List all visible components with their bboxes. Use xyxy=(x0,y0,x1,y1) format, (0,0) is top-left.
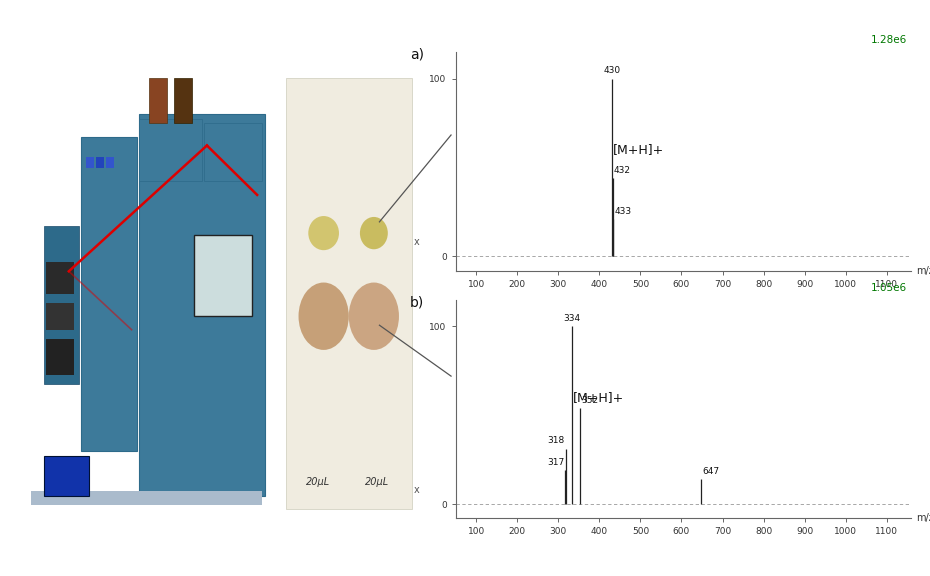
Text: [M+H]+: [M+H]+ xyxy=(573,391,624,404)
Bar xyxy=(31,491,262,505)
Text: x: x xyxy=(414,485,419,495)
Bar xyxy=(149,78,166,123)
Text: 317: 317 xyxy=(547,458,565,467)
Bar xyxy=(46,303,73,329)
Text: m/z: m/z xyxy=(916,513,930,524)
Ellipse shape xyxy=(308,216,339,250)
Bar xyxy=(140,114,265,496)
Text: 352: 352 xyxy=(581,396,598,404)
Ellipse shape xyxy=(349,283,399,350)
Ellipse shape xyxy=(299,283,349,350)
Text: 647: 647 xyxy=(702,467,719,476)
Bar xyxy=(44,226,79,384)
Text: [M+H]+: [M+H]+ xyxy=(614,143,665,156)
Bar xyxy=(97,157,104,168)
Text: a): a) xyxy=(410,47,424,62)
Text: 334: 334 xyxy=(564,314,581,323)
Text: 20μL: 20μL xyxy=(306,477,330,487)
Text: x: x xyxy=(414,237,419,247)
Bar xyxy=(46,339,73,374)
Text: m/z: m/z xyxy=(916,266,930,276)
Bar xyxy=(46,262,73,294)
Bar xyxy=(106,157,114,168)
Bar xyxy=(82,137,137,451)
Bar xyxy=(174,78,192,123)
Text: 318: 318 xyxy=(547,437,565,445)
Text: 432: 432 xyxy=(614,166,631,175)
Bar xyxy=(44,456,89,496)
Text: 430: 430 xyxy=(604,66,620,75)
Text: 20μL: 20μL xyxy=(365,477,389,487)
Text: 433: 433 xyxy=(614,207,631,215)
Ellipse shape xyxy=(360,217,388,249)
Bar xyxy=(205,123,262,181)
Bar xyxy=(86,157,94,168)
Text: b): b) xyxy=(410,295,424,309)
Text: 1.05e6: 1.05e6 xyxy=(870,283,907,293)
Bar xyxy=(140,119,202,181)
Text: 1.28e6: 1.28e6 xyxy=(870,35,907,46)
Bar xyxy=(194,236,252,316)
